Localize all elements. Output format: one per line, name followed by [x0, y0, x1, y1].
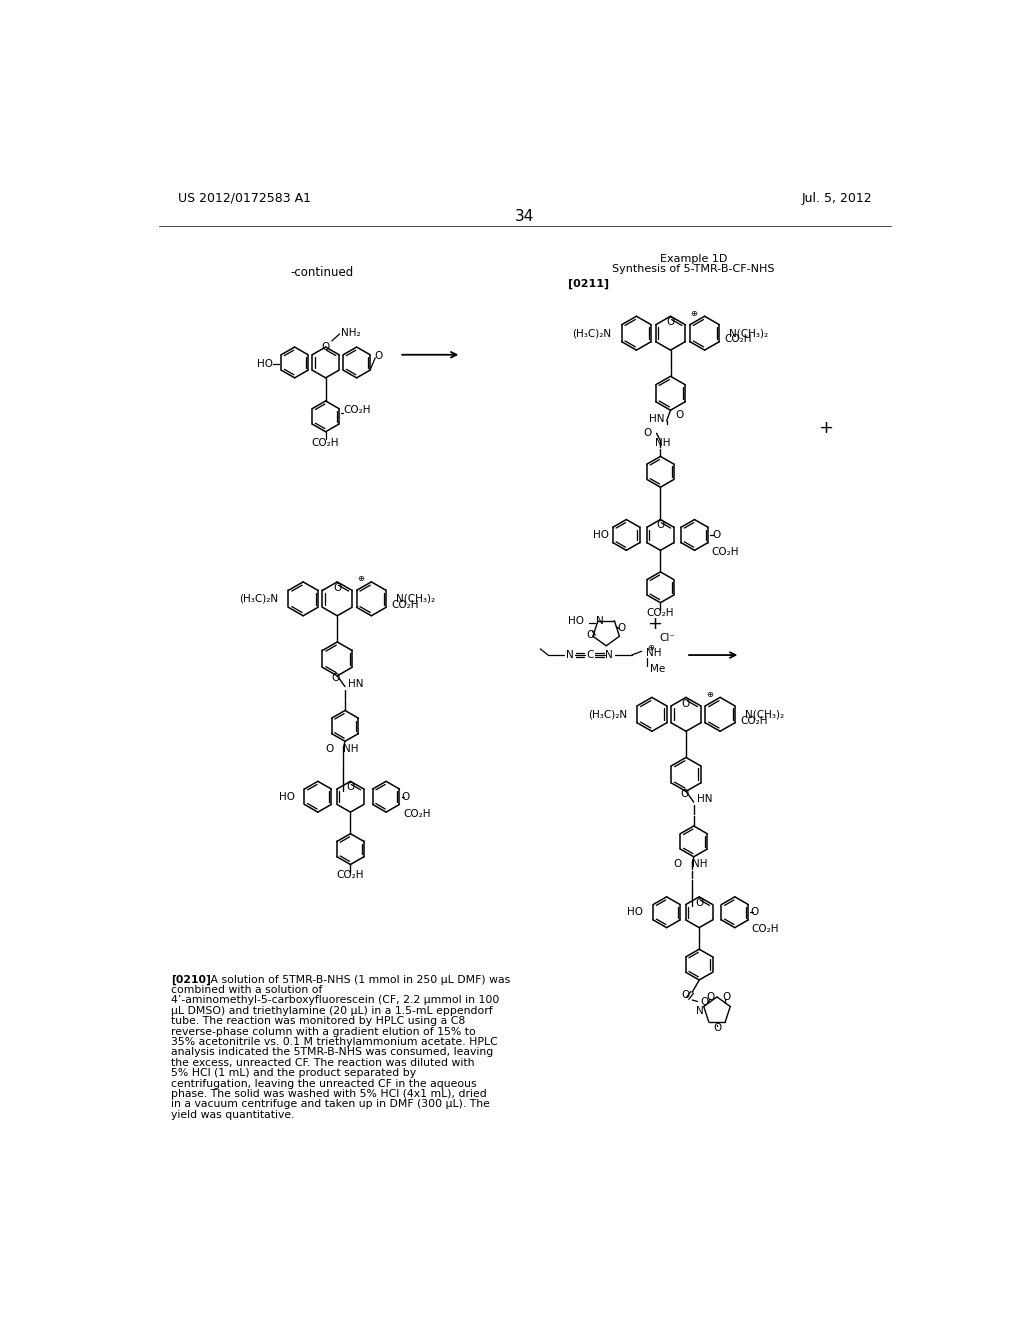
Text: CO₂H: CO₂H: [740, 715, 768, 726]
Text: N: N: [605, 649, 613, 660]
Text: HO: HO: [568, 616, 585, 626]
Text: NH: NH: [343, 744, 359, 754]
Text: N(CH₃)₂: N(CH₃)₂: [744, 709, 784, 719]
Text: Jul. 5, 2012: Jul. 5, 2012: [802, 191, 872, 205]
Text: [0211]: [0211]: [568, 279, 609, 289]
Text: O: O: [695, 898, 703, 908]
Text: CO₂H: CO₂H: [403, 809, 431, 818]
Text: HO: HO: [279, 792, 295, 801]
Text: CO₂H: CO₂H: [712, 546, 739, 557]
Text: O: O: [680, 788, 688, 799]
Text: Me: Me: [650, 664, 666, 675]
Text: O: O: [326, 744, 334, 754]
Text: O: O: [674, 859, 682, 870]
Text: the excess, unreacted CF. The reaction was diluted with: the excess, unreacted CF. The reaction w…: [171, 1057, 474, 1068]
Text: μL DMSO) and triethylamine (20 μL) in a 1.5-mL eppendorf: μL DMSO) and triethylamine (20 μL) in a …: [171, 1006, 493, 1016]
Text: US 2012/0172583 A1: US 2012/0172583 A1: [178, 191, 311, 205]
Text: +: +: [647, 615, 663, 634]
Text: O: O: [667, 317, 675, 327]
Text: O: O: [374, 351, 382, 362]
Text: N: N: [596, 616, 604, 626]
Text: O: O: [682, 698, 690, 709]
Text: C: C: [586, 649, 594, 660]
Text: combined with a solution of: combined with a solution of: [171, 985, 322, 995]
Text: Cl⁻: Cl⁻: [659, 634, 676, 643]
Text: O: O: [675, 409, 683, 420]
Text: O: O: [587, 630, 595, 640]
Text: reverse-phase column with a gradient elution of 15% to: reverse-phase column with a gradient elu…: [171, 1027, 475, 1036]
Text: [0210]: [0210]: [171, 974, 211, 985]
Text: +: +: [818, 418, 833, 437]
Text: 35% acetonitrile vs. 0.1 M triethylammonium acetate. HPLC: 35% acetonitrile vs. 0.1 M triethylammon…: [171, 1038, 498, 1047]
Text: 4’-aminomethyl-5-carboxyfluorescein (CF, 2.2 μmmol in 100: 4’-aminomethyl-5-carboxyfluorescein (CF,…: [171, 995, 499, 1006]
Text: ⊕: ⊕: [647, 643, 654, 652]
Text: CO₂H: CO₂H: [391, 601, 419, 610]
Text: 5% HCl (1 mL) and the product separated by: 5% HCl (1 mL) and the product separated …: [171, 1068, 416, 1078]
Text: CO₂H: CO₂H: [337, 870, 365, 880]
Text: N(CH₃)₂: N(CH₃)₂: [396, 594, 435, 603]
Text: O: O: [700, 997, 709, 1007]
Text: in a vacuum centrifuge and taken up in DMF (300 μL). The: in a vacuum centrifuge and taken up in D…: [171, 1100, 489, 1109]
Text: (H₃C)₂N: (H₃C)₂N: [588, 709, 627, 719]
Text: O: O: [713, 1023, 721, 1032]
Text: ⊕: ⊕: [357, 574, 364, 583]
Text: NH: NH: [646, 648, 662, 657]
Text: NH: NH: [655, 437, 671, 447]
Text: O: O: [707, 991, 715, 1002]
Text: CO₂H: CO₂H: [343, 405, 371, 416]
Text: centrifugation, leaving the unreacted CF in the aqueous: centrifugation, leaving the unreacted CF…: [171, 1078, 476, 1089]
Text: HN: HN: [348, 678, 364, 689]
Text: CO₂H: CO₂H: [752, 924, 779, 935]
Text: O: O: [682, 990, 690, 1001]
Text: O: O: [722, 991, 730, 1002]
Text: tube. The reaction was monitored by HPLC using a C8: tube. The reaction was monitored by HPLC…: [171, 1016, 465, 1026]
Text: O: O: [332, 673, 340, 684]
Text: N: N: [566, 649, 573, 660]
Text: CO₂H: CO₂H: [725, 334, 753, 345]
Text: NH₂: NH₂: [341, 329, 360, 338]
Text: (H₃C)₂N: (H₃C)₂N: [240, 594, 279, 603]
Text: HO: HO: [628, 907, 643, 917]
Text: N: N: [696, 1006, 703, 1016]
Text: O: O: [712, 529, 720, 540]
Text: -continued: -continued: [290, 265, 353, 279]
Text: O: O: [333, 583, 341, 593]
Text: O: O: [322, 342, 330, 352]
Text: CO₂H: CO₂H: [312, 437, 339, 447]
Text: O: O: [644, 428, 652, 438]
Text: Example 1D: Example 1D: [660, 253, 727, 264]
Text: N(CH₃)₂: N(CH₃)₂: [729, 329, 769, 338]
Text: O: O: [617, 623, 626, 634]
Text: phase. The solid was washed with 5% HCl (4x1 mL), dried: phase. The solid was washed with 5% HCl …: [171, 1089, 486, 1100]
Text: HO: HO: [593, 529, 608, 540]
Text: analysis indicated the 5TMR-B-NHS was consumed, leaving: analysis indicated the 5TMR-B-NHS was co…: [171, 1047, 493, 1057]
Text: CO₂H: CO₂H: [647, 609, 674, 619]
Text: 34: 34: [515, 209, 535, 223]
Text: A solution of 5TMR-B-NHS (1 mmol in 250 μL DMF) was: A solution of 5TMR-B-NHS (1 mmol in 250 …: [200, 974, 510, 985]
Text: O: O: [401, 792, 410, 801]
Text: ⊕: ⊕: [706, 690, 713, 698]
Text: O: O: [750, 907, 759, 917]
Text: HN: HN: [649, 414, 665, 425]
Text: HO: HO: [257, 359, 273, 370]
Text: ⊕: ⊕: [690, 309, 697, 318]
Text: Synthesis of 5-TMR-B-CF-NHS: Synthesis of 5-TMR-B-CF-NHS: [612, 264, 775, 273]
Text: yield was quantitative.: yield was quantitative.: [171, 1110, 294, 1119]
Text: O: O: [656, 520, 665, 529]
Text: (H₃C)₂N: (H₃C)₂N: [572, 329, 611, 338]
Text: HN: HN: [697, 795, 713, 804]
Text: NH: NH: [692, 859, 708, 870]
Text: O: O: [346, 783, 354, 792]
